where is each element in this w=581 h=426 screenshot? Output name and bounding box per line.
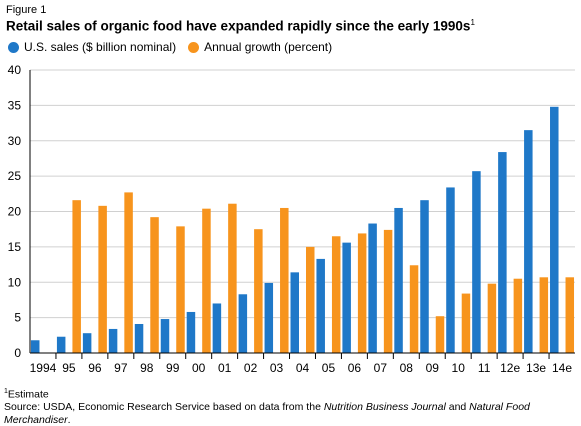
- bar-growth: [306, 246, 315, 353]
- bar-sales: [472, 171, 481, 353]
- bar-growth: [409, 265, 419, 353]
- bar-sales: [30, 340, 40, 353]
- source-journal-2: Natural Food Merchandiser: [4, 401, 530, 426]
- bar-growth: [98, 205, 107, 353]
- legend-label-sales: U.S. sales ($ billion nominal): [24, 40, 177, 54]
- bar-growth: [202, 208, 211, 353]
- footnote: 1Estimate Source: USDA, Economic Researc…: [4, 386, 574, 426]
- y-tick-label: 5: [14, 311, 21, 325]
- legend-item-sales: U.S. sales ($ billion nominal): [8, 40, 176, 54]
- bar-sales: [446, 187, 455, 353]
- figure-label: Figure 1: [6, 4, 47, 16]
- y-tick-label: 30: [8, 134, 22, 148]
- x-tick-label: 96: [88, 361, 102, 375]
- bar-sales: [550, 106, 559, 353]
- chart-title-text: Retail sales of organic food have expand…: [6, 18, 471, 34]
- bar-sales: [498, 152, 507, 353]
- x-tick-label: 03: [270, 361, 284, 375]
- x-tick-label: 00: [192, 361, 206, 375]
- x-tick-label: 98: [140, 361, 154, 375]
- bar-growth: [176, 226, 185, 353]
- y-tick-label: 15: [8, 240, 22, 254]
- x-tick-label: 01: [218, 361, 232, 375]
- bar-growth: [565, 277, 575, 353]
- bar-sales: [108, 328, 118, 353]
- chart-title: Retail sales of organic food have expand…: [6, 18, 475, 34]
- estimate-marker: 1: [4, 388, 8, 395]
- bar-growth: [331, 236, 341, 353]
- bar-growth: [150, 217, 159, 353]
- bar-sales: [82, 333, 92, 353]
- bar-sales: [316, 258, 325, 353]
- bar-growth: [357, 233, 367, 353]
- x-tick-label: 99: [166, 361, 180, 375]
- x-tick-label: 14e: [552, 361, 572, 375]
- bar-sales: [342, 242, 351, 353]
- bar-growth: [280, 207, 289, 353]
- x-tick-label: 95: [62, 361, 76, 375]
- bar-sales: [420, 200, 429, 353]
- chart-legend: U.S. sales ($ billion nominal) Annual gr…: [8, 40, 344, 54]
- source-note: Source: USDA, Economic Research Service …: [4, 401, 574, 426]
- y-tick-label: 20: [8, 205, 22, 219]
- x-tick-label: 1994: [30, 361, 57, 375]
- legend-label-growth: Annual growth (percent): [204, 40, 333, 54]
- bar-growth: [124, 192, 133, 353]
- bar-sales: [186, 311, 196, 353]
- bar-growth: [72, 200, 81, 353]
- bar-sales: [264, 282, 274, 353]
- y-tick-label: 35: [8, 98, 22, 112]
- y-tick-label: 40: [8, 63, 22, 77]
- bar-sales: [238, 294, 248, 353]
- x-tick-label: 13e: [526, 361, 546, 375]
- bar-growth: [461, 293, 471, 353]
- estimate-note: 1Estimate: [4, 386, 574, 401]
- y-tick-label: 25: [8, 169, 22, 183]
- estimate-text: Estimate: [7, 388, 49, 401]
- bar-sales: [134, 323, 144, 353]
- bar-growth: [383, 229, 393, 353]
- source-journal-1: Nutrition Business Journal: [323, 401, 446, 413]
- bar-growth: [254, 229, 263, 353]
- x-tick-label: 11: [478, 361, 491, 375]
- x-tick-label: 12e: [500, 361, 520, 375]
- source-suffix: .: [67, 413, 71, 426]
- legend-swatch-growth: [188, 41, 200, 53]
- bar-growth: [228, 203, 237, 353]
- x-tick-label: 07: [374, 361, 388, 375]
- x-tick-label: 08: [400, 361, 414, 375]
- bar-sales: [290, 272, 299, 353]
- x-tick-label: 02: [244, 361, 258, 375]
- bar-growth: [513, 278, 523, 353]
- x-tick-label: 05: [322, 361, 336, 375]
- bar-sales: [394, 207, 403, 353]
- y-tick-label: 10: [8, 275, 22, 289]
- title-superscript: 1: [470, 18, 475, 27]
- x-tick-label: 97: [114, 361, 128, 375]
- bar-growth: [435, 316, 445, 353]
- source-prefix: Source: USDA, Economic Research Service …: [4, 401, 324, 413]
- source-mid: and: [445, 401, 470, 413]
- x-tick-label: 10: [452, 361, 466, 375]
- legend-swatch-sales: [8, 41, 19, 53]
- x-tick-label: 09: [426, 361, 440, 375]
- bar-sales: [56, 336, 66, 353]
- y-tick-label: 0: [14, 346, 21, 360]
- bar-growth: [487, 283, 497, 353]
- bar-sales: [212, 303, 222, 353]
- bar-sales: [368, 223, 377, 353]
- bar-sales: [160, 319, 170, 353]
- bar-sales: [524, 130, 533, 353]
- bar-growth: [539, 277, 549, 353]
- x-tick-label: 04: [296, 361, 310, 375]
- x-tick-label: 06: [348, 361, 362, 375]
- legend-item-growth: Annual growth (percent): [188, 40, 332, 54]
